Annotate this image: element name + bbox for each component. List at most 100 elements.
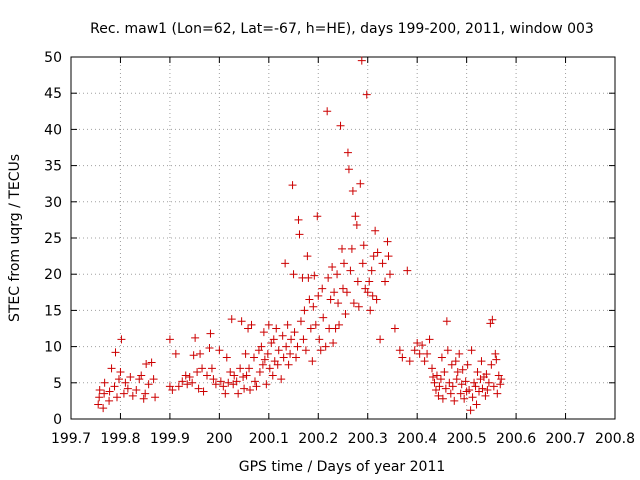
data-point-marker: [181, 371, 190, 380]
data-point-marker: [205, 344, 214, 353]
data-point-marker: [316, 346, 325, 355]
data-point-marker: [458, 365, 467, 374]
data-point-marker: [471, 382, 480, 391]
data-point-marker: [418, 341, 427, 350]
data-point-marker: [367, 266, 376, 275]
data-point-marker: [199, 387, 208, 396]
data-point-marker: [249, 353, 258, 362]
y-tick-label: 5: [53, 376, 62, 392]
data-point-marker: [111, 348, 120, 357]
data-point-marker: [431, 386, 440, 395]
data-point-marker: [296, 317, 305, 326]
data-point-marker: [151, 393, 160, 402]
x-tick-label: 200.5: [447, 431, 487, 447]
data-point-marker: [264, 320, 273, 329]
data-point-marker: [339, 284, 347, 293]
x-tick-label: 199.7: [51, 431, 91, 447]
data-point-marker: [443, 346, 452, 355]
data-point-marker: [281, 259, 290, 268]
data-point-marker: [319, 313, 328, 322]
data-point-marker: [405, 357, 414, 366]
y-tick-label: 25: [44, 231, 62, 247]
data-point-marker: [203, 371, 211, 380]
data-point-marker: [476, 375, 485, 384]
data-point-marker: [435, 382, 444, 391]
x-tick-labels: 199.7 199.8 199.9 200 200.1 200.2 200.3 200.4 20…: [51, 431, 635, 447]
data-point-marker: [497, 375, 506, 384]
data-point-marker: [246, 386, 255, 395]
data-point-marker: [442, 317, 451, 326]
data-point-marker: [257, 342, 266, 351]
data-point-marker: [336, 121, 345, 130]
data-point-marker: [119, 389, 128, 398]
data-point-marker: [472, 400, 481, 409]
data-point-marker: [432, 371, 441, 380]
data-point-marker: [284, 360, 293, 369]
data-point-marker: [209, 375, 218, 384]
y-tick-label: 20: [44, 267, 62, 283]
data-point-marker: [343, 148, 352, 157]
data-point-marker: [279, 353, 288, 362]
data-point-marker: [423, 349, 432, 358]
data-point-marker: [309, 302, 318, 311]
data-point-marker: [358, 259, 367, 268]
x-tick-label: 200.6: [496, 431, 536, 447]
data-point-marker: [334, 299, 343, 308]
data-point-marker: [326, 295, 335, 304]
data-point-marker: [259, 328, 268, 337]
x-tick-label: 200.2: [298, 431, 338, 447]
data-point-marker: [466, 406, 475, 415]
data-point-marker: [413, 338, 422, 347]
data-point-marker: [438, 394, 447, 403]
y-tick-label: 30: [44, 195, 62, 211]
data-point-marker: [465, 386, 474, 395]
data-point-marker: [255, 367, 264, 376]
data-point-marker: [168, 386, 177, 395]
data-point-marker: [274, 346, 283, 355]
data-point-marker: [481, 391, 490, 400]
data-point-marker: [353, 277, 362, 286]
data-point-marker: [362, 90, 371, 99]
data-point-marker: [410, 346, 419, 355]
data-point-marker: [290, 328, 299, 337]
data-point-marker: [484, 378, 493, 387]
data-point-marker: [473, 367, 482, 376]
data-point-marker: [178, 377, 187, 386]
data-point-marker: [239, 373, 248, 382]
data-point-marker: [189, 351, 198, 360]
data-point-marker: [306, 324, 315, 333]
data-point-marker: [188, 378, 197, 387]
data-point-marker: [240, 384, 249, 393]
data-point-marker: [191, 333, 200, 342]
data-point-marker: [142, 359, 151, 368]
y-tick-label: 10: [44, 340, 62, 356]
data-point-marker: [139, 394, 148, 403]
data-point-marker: [450, 396, 459, 405]
data-point-marker: [232, 377, 241, 386]
data-point-marker: [114, 375, 123, 384]
data-point-marker: [194, 384, 203, 393]
data-point-marker: [126, 373, 135, 382]
data-point-marker: [99, 404, 108, 413]
data-point-marker: [193, 367, 202, 376]
data-point-marker: [242, 371, 251, 380]
data-point-marker: [477, 357, 486, 366]
data-point-marker: [385, 270, 394, 279]
data-point-marker: [487, 360, 496, 369]
x-tick-label: 200.4: [397, 431, 437, 447]
data-point-marker: [468, 393, 477, 402]
data-point-marker: [366, 306, 375, 315]
data-point-marker: [286, 349, 295, 358]
data-point-marker: [478, 384, 487, 393]
x-tick-label: 199.9: [150, 431, 190, 447]
data-point-marker: [262, 380, 271, 389]
data-point-marker: [295, 230, 304, 239]
data-point-marker: [333, 270, 342, 279]
data-point-marker: [351, 212, 360, 221]
data-point-marker: [339, 259, 348, 268]
data-point-marker: [491, 349, 500, 358]
data-point-marker: [293, 342, 302, 351]
y-tick-label: 15: [44, 303, 62, 319]
data-point-marker: [381, 277, 390, 286]
data-point-marker: [277, 375, 286, 384]
